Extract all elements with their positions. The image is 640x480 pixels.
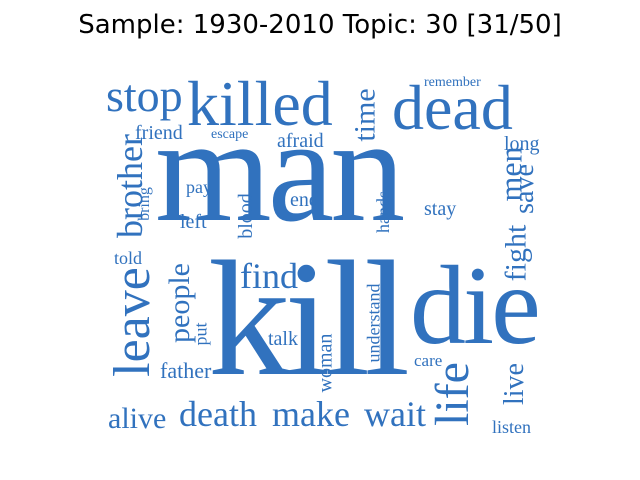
word-put: put bbox=[190, 322, 211, 346]
word-woman: woman bbox=[314, 333, 337, 393]
word-stop: stop bbox=[106, 70, 183, 121]
word-told: told bbox=[114, 248, 143, 268]
word-life: life bbox=[425, 362, 479, 426]
word-care: care bbox=[414, 351, 443, 370]
word-make: make bbox=[272, 394, 350, 434]
word-die: die bbox=[410, 244, 541, 368]
word-killed: killed bbox=[187, 68, 333, 139]
word-wait: wait bbox=[364, 394, 426, 434]
word-remember: remember bbox=[424, 75, 481, 90]
word-dead: dead bbox=[392, 72, 513, 143]
word-time: time bbox=[348, 88, 382, 142]
word-listen: listen bbox=[492, 417, 531, 437]
word-end: end bbox=[290, 189, 319, 211]
word-save: save bbox=[508, 164, 540, 214]
word-stay: stay bbox=[424, 198, 457, 220]
figure-title: Sample: 1930-2010 Topic: 30 [31/50] bbox=[78, 10, 562, 40]
word-afraid: afraid bbox=[277, 130, 324, 152]
word-fight: fight bbox=[499, 224, 533, 282]
word-find: find bbox=[240, 256, 298, 296]
word-kill: kill bbox=[208, 227, 410, 410]
word-brother: brother bbox=[109, 134, 150, 238]
word-talk: talk bbox=[268, 328, 298, 350]
word-hands: hands bbox=[373, 191, 393, 233]
word-blood: blood bbox=[234, 193, 257, 239]
word-man: man bbox=[155, 87, 405, 253]
word-leave: leave bbox=[103, 267, 161, 377]
word-escape: escape bbox=[211, 127, 249, 142]
word-pay: pay bbox=[186, 177, 212, 197]
word-left: left bbox=[180, 211, 207, 233]
word-bring: bring bbox=[135, 187, 153, 221]
word-death: death bbox=[179, 394, 257, 434]
word-understand: understand bbox=[363, 283, 384, 363]
word-friend: friend bbox=[135, 122, 183, 144]
word-father: father bbox=[160, 358, 212, 383]
word-live: live bbox=[499, 363, 530, 405]
word-alive: alive bbox=[108, 402, 167, 435]
word-long: long bbox=[504, 133, 540, 155]
